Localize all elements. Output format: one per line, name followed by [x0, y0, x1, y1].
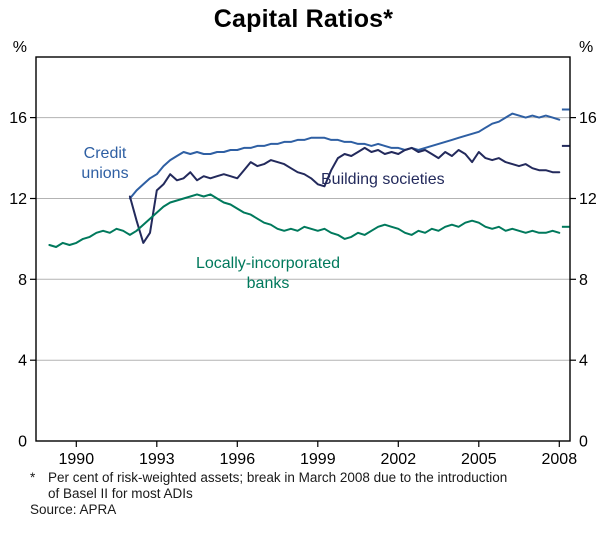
- x-tick-label: 1999: [300, 451, 336, 468]
- credit-unions-label: Credit unions: [55, 144, 155, 183]
- x-tick-label: 2005: [461, 451, 497, 468]
- building-societies-label: Building societies: [321, 170, 541, 190]
- footnote-line-1: Per cent of risk-weighted assets; break …: [48, 470, 508, 485]
- banks-label-line2: banks: [246, 274, 290, 292]
- source-note: Source: APRA: [30, 502, 117, 517]
- y-axis-unit-right: %: [579, 39, 593, 56]
- footnote-line-2: of Basel II for most ADIs: [48, 486, 193, 501]
- banks-label-line1: Locally-incorporated: [195, 255, 341, 272]
- credit-unions-label-line1: Credit: [83, 145, 127, 162]
- y-tick-label-left: 12: [9, 191, 27, 208]
- credit-unions-label-line2: unions: [81, 164, 129, 182]
- x-tick-label: 1996: [220, 451, 256, 468]
- y-tick-label-right: 8: [579, 272, 588, 289]
- y-tick-label-right: 0: [579, 434, 588, 451]
- y-axis-unit-left: %: [13, 39, 27, 56]
- footnote-text: Per cent of risk-weighted assets; break …: [48, 470, 507, 502]
- y-tick-label-right: 4: [579, 353, 588, 370]
- series-line-building-societies: [128, 146, 561, 244]
- x-tick-label: 1993: [139, 451, 175, 468]
- y-tick-label-right: 12: [579, 191, 597, 208]
- footnote-star: *: [30, 470, 36, 485]
- series-line-credit-unions: [128, 112, 561, 200]
- x-tick-label: 1990: [59, 451, 95, 468]
- building-societies-label-line1: Building societies: [321, 171, 445, 188]
- y-tick-label-left: 0: [18, 434, 27, 451]
- y-tick-label-left: 16: [9, 110, 27, 127]
- locally-incorporated-banks-label: Locally-incorporated banks: [170, 254, 366, 293]
- y-tick-label-left: 8: [18, 272, 27, 289]
- y-tick-label-right: 16: [579, 110, 597, 127]
- x-tick-label: 2008: [542, 451, 578, 468]
- footnote: * Per cent of risk-weighted assets; brea…: [30, 470, 586, 502]
- x-tick-label: 2002: [381, 451, 417, 468]
- y-tick-label-left: 4: [18, 353, 27, 370]
- series-line-locally-incorporated-banks: [48, 193, 561, 248]
- plot-border: [35, 56, 571, 442]
- chart-title: Capital Ratios*: [213, 5, 394, 33]
